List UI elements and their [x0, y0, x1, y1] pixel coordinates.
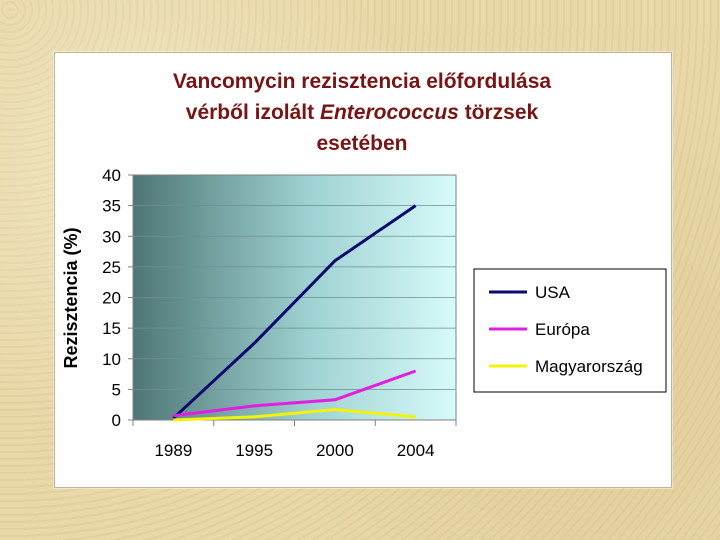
y-axis-label: Rezisztencia (%) — [61, 227, 81, 368]
series-line — [173, 408, 416, 422]
y-tick-label: 35 — [102, 197, 121, 216]
y-tick-label: 10 — [102, 350, 121, 369]
series-line — [172, 204, 417, 420]
series-line — [173, 369, 417, 418]
title-line-3: esetében — [316, 132, 408, 155]
legend-label: Magyarország — [535, 357, 643, 376]
y-tick-label: 0 — [112, 411, 121, 430]
x-tick-label: 2004 — [397, 441, 435, 460]
x-tick-label: 1989 — [154, 441, 192, 460]
y-tick-label: 40 — [102, 166, 121, 185]
x-tick-label: 1995 — [235, 441, 273, 460]
legend-box — [473, 268, 667, 393]
title-line-2-start: vérből izolált — [185, 101, 320, 124]
legend-label: Európa — [535, 320, 590, 339]
x-axis-ticks: 1989 1995 2000 2004 — [132, 420, 457, 460]
series-lines — [172, 204, 417, 422]
y-tick-label: 15 — [102, 319, 121, 338]
title-line-2: vérből izolált Enterococcus törzsek — [54, 97, 670, 128]
y-tick-label: 25 — [102, 258, 121, 277]
chart-title: Vancomycin rezisztencia előfordulása vér… — [54, 66, 670, 159]
title-line-1: Vancomycin rezisztencia előfordulása — [172, 70, 552, 93]
gridlines — [133, 205, 456, 390]
y-tick-label: 20 — [102, 289, 121, 308]
title-line-2-end: törzsek — [458, 101, 539, 124]
legend: USA Európa Magyarország — [473, 268, 667, 393]
title-line-2-italic: Enterococcus — [319, 101, 459, 124]
legend-label: USA — [535, 283, 571, 302]
y-tick-label: 30 — [102, 227, 121, 246]
y-tick-label: 5 — [112, 380, 121, 399]
x-tick-label: 2000 — [316, 441, 354, 460]
y-axis-ticks: 0 5 10 15 20 25 30 35 40 — [102, 166, 133, 430]
